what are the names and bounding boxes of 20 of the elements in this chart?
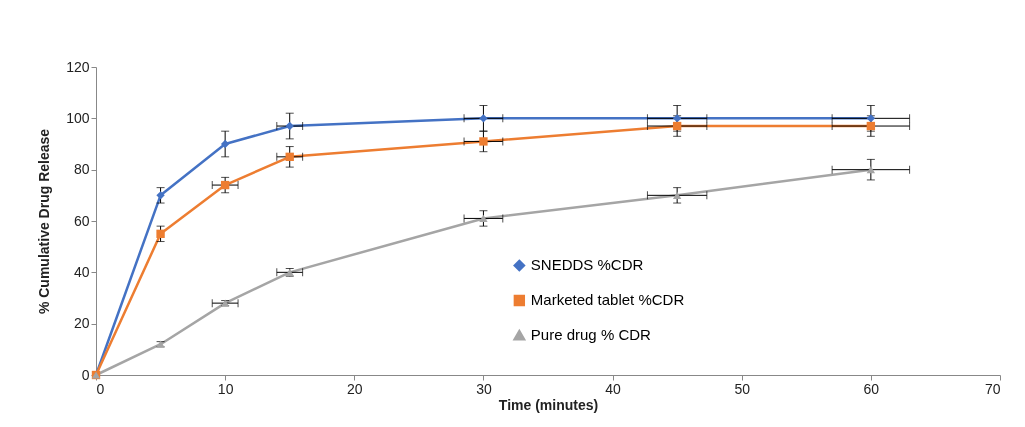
y-tick-label: 0 (81, 366, 90, 383)
y-tick-label: 120 (66, 58, 90, 75)
x-tick-label: 60 (863, 380, 880, 397)
x-tick-label: 50 (734, 380, 751, 397)
y-tick-label: 60 (73, 212, 90, 229)
y-tick-label: 80 (73, 161, 90, 178)
x-tick-label: 20 (347, 380, 363, 397)
y-tick-label: 100 (66, 109, 90, 126)
x-axis-title: Time (minutes) (498, 396, 599, 413)
y-tick-label: 20 (73, 315, 90, 332)
x-tick-label: 10 (217, 380, 234, 397)
x-tick-label: 70 (984, 380, 1001, 397)
x-tick-label: 40 (605, 380, 622, 397)
y-axis-title: % Cumulative Drug Release (36, 128, 53, 315)
legend-label: Pure drug % CDR (530, 326, 652, 344)
legend-label: Marketed tablet %CDR (530, 291, 685, 309)
legend-label: SNEDDS %CDR (530, 256, 644, 274)
x-tick-label: 30 (476, 380, 492, 397)
y-tick-label: 40 (73, 263, 90, 280)
x-tick-label: 0 (96, 380, 105, 397)
